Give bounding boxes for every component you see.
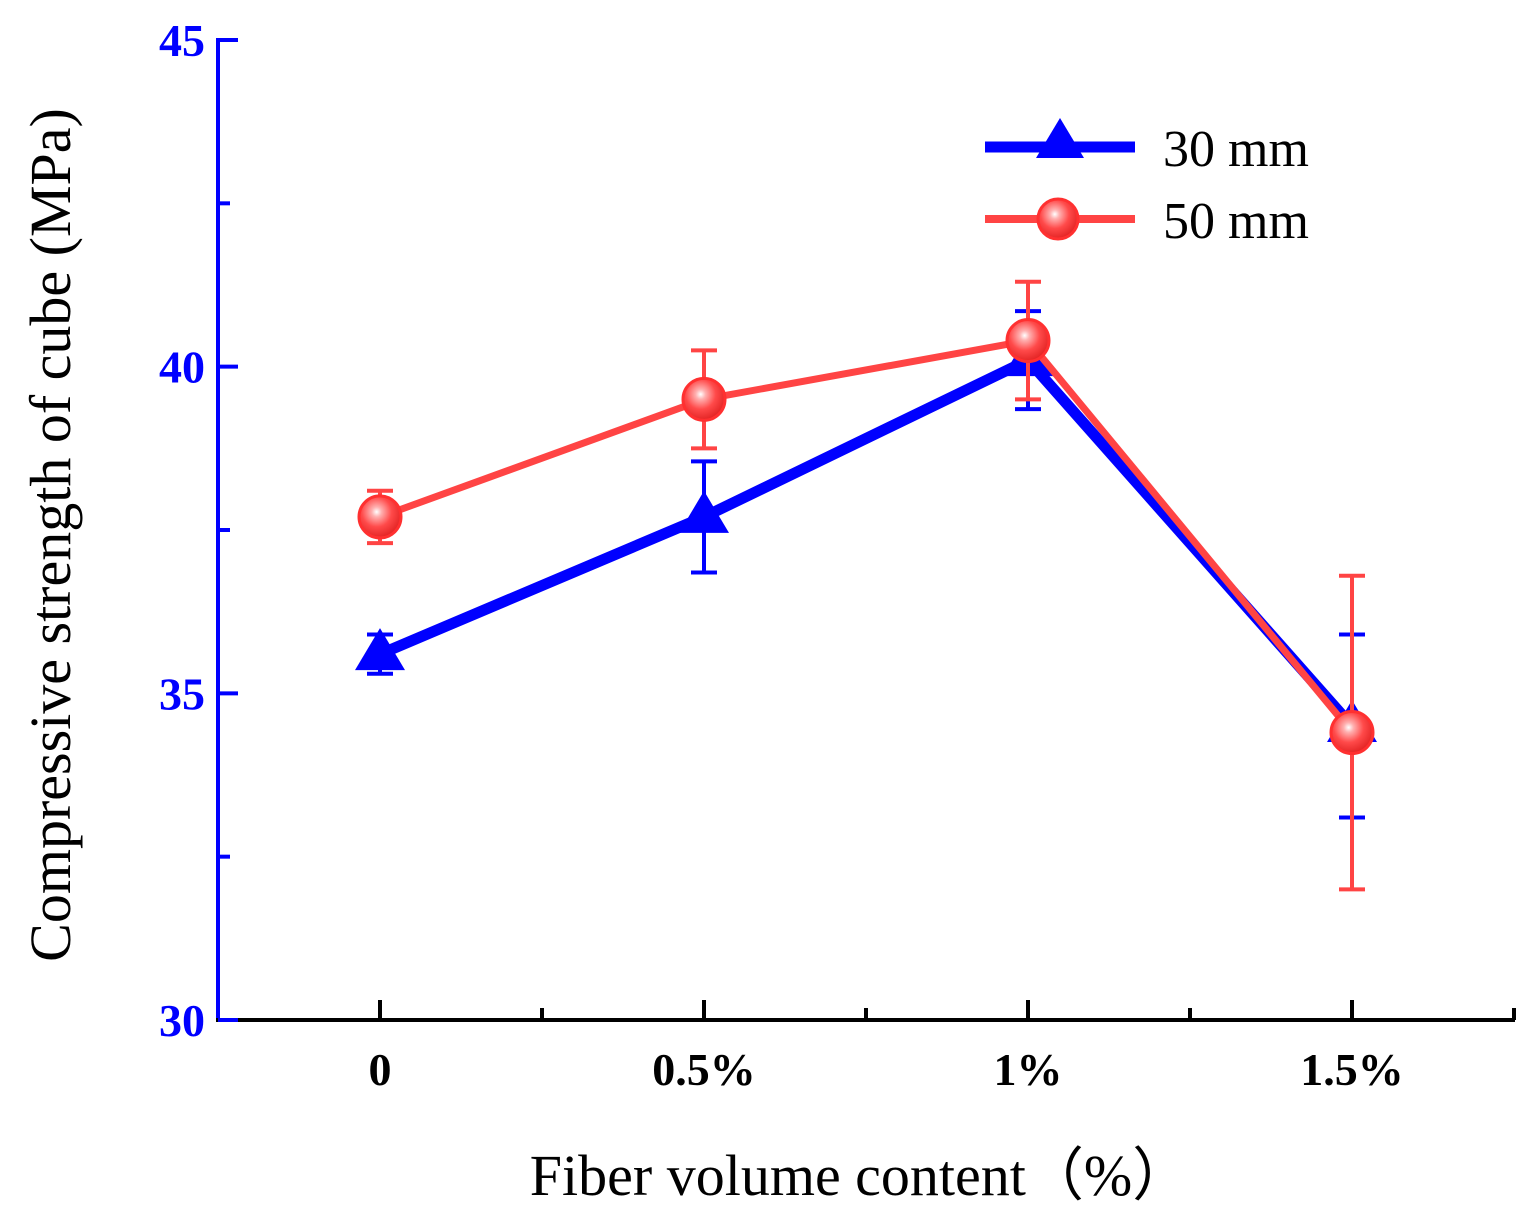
y-tick-label: 40 [159, 342, 205, 393]
y-axis-ticks: 30 35 40 45 [159, 15, 238, 1046]
legend-label-30mm: 30 mm [1163, 121, 1309, 178]
x-tick-label: 0 [369, 1044, 392, 1095]
data-point-circle [357, 494, 403, 540]
legend-marker-30mm [1036, 118, 1084, 158]
series-line [378, 337, 1355, 735]
y-axis-title: Compressive strength of cube (MPa) [18, 108, 83, 962]
data-point-circle [1005, 318, 1051, 364]
legend: 30 mm 50 mm [985, 118, 1309, 250]
y-tick-label: 45 [159, 15, 205, 66]
y-tick-label: 30 [159, 995, 205, 1046]
legend-label-50mm: 50 mm [1163, 193, 1309, 250]
data-point-triangle [355, 628, 405, 671]
x-tick-label: 1.5% [1300, 1044, 1404, 1095]
y-tick-label: 35 [159, 668, 205, 719]
data-point-triangle [679, 490, 729, 533]
x-axis-title: Fiber volume content（%） [530, 1143, 1190, 1208]
series-line [377, 354, 1357, 730]
x-tick-label: 1% [994, 1044, 1063, 1095]
series-30-mm [355, 309, 1377, 820]
data-point-circle [1329, 710, 1375, 756]
x-tick-label: 0.5% [652, 1044, 756, 1095]
legend-marker-50mm [1036, 197, 1080, 241]
x-axis-ticks: 0 0.5% 1% 1.5% [369, 1000, 1516, 1095]
data-point-circle [681, 376, 727, 422]
plot-area [355, 279, 1377, 892]
series-50-mm [357, 279, 1375, 892]
